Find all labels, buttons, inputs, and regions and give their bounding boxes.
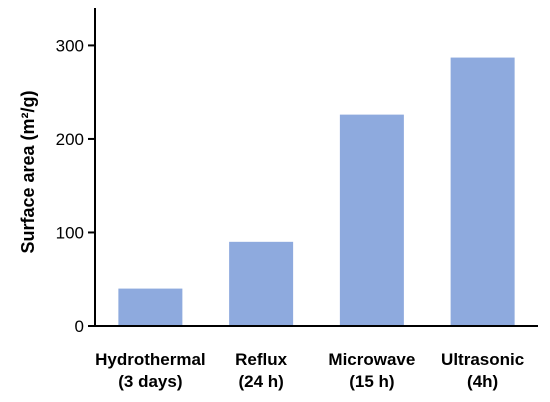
x-category-label: Ultrasonic (441, 350, 524, 369)
x-category-label: Reflux (235, 350, 288, 369)
x-category-label: (24 h) (238, 372, 283, 391)
y-tick-label: 300 (56, 36, 84, 55)
y-tick-label: 100 (56, 223, 84, 242)
y-tick-label: 200 (56, 130, 84, 149)
x-labels-group: Hydrothermal (3 days) Reflux (24 h) Microwav… (95, 350, 524, 391)
y-tick-label: 0 (75, 317, 84, 336)
bars-group (118, 57, 515, 326)
x-category-label: (4h) (467, 372, 498, 391)
bar-2 (339, 114, 404, 326)
y-axis-label: Surface area (m²/g) (18, 90, 38, 253)
bar-0 (118, 288, 183, 326)
x-category-label: (15 h) (349, 372, 394, 391)
bar-3 (450, 57, 515, 326)
y-ticks-group: 0 100 200 300 (56, 36, 95, 336)
bar-1 (229, 241, 294, 326)
x-category-label: (3 days) (118, 372, 182, 391)
x-category-label: Microwave (328, 350, 415, 369)
x-category-label: Hydrothermal (95, 350, 206, 369)
